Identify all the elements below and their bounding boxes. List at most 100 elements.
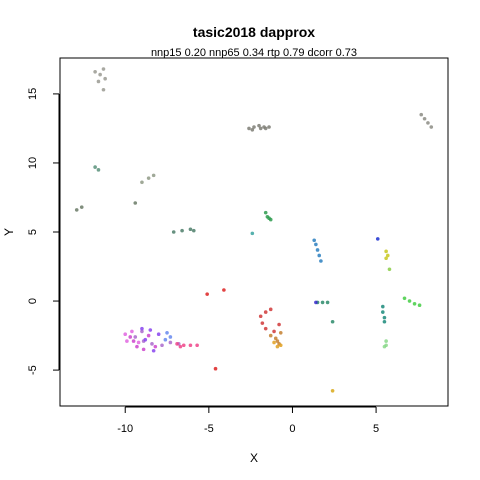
data-point — [382, 315, 387, 320]
data-point — [382, 319, 387, 324]
data-point — [263, 326, 268, 331]
data-point — [385, 253, 390, 258]
data-point — [267, 216, 271, 220]
chart-title: tasic2018 dapprox — [193, 24, 315, 40]
data-point — [98, 72, 102, 77]
data-point — [252, 125, 256, 129]
plot-frame — [59, 57, 449, 407]
data-point — [205, 292, 209, 296]
data-point — [128, 335, 133, 339]
x-tick-label: 5 — [373, 423, 379, 435]
data-point — [268, 307, 273, 312]
data-point — [263, 310, 268, 314]
data-point — [429, 125, 434, 129]
data-point — [250, 231, 255, 236]
data-point — [148, 328, 153, 332]
data-point — [375, 237, 380, 241]
data-point — [146, 333, 151, 338]
data-point — [268, 333, 273, 338]
data-point — [278, 343, 283, 348]
data-point — [314, 242, 318, 247]
data-point — [314, 300, 318, 305]
data-point — [175, 342, 179, 346]
data-point — [143, 337, 148, 342]
y-tick-label: 15 — [27, 88, 39, 100]
data-point — [125, 339, 129, 343]
data-point — [133, 335, 138, 339]
data-point — [191, 228, 196, 233]
data-point — [163, 337, 168, 342]
data-point — [146, 176, 151, 180]
data-point — [178, 344, 183, 349]
x-axis-label: X — [250, 451, 258, 465]
data-point — [312, 238, 317, 243]
data-point — [330, 319, 335, 324]
data-point — [79, 205, 84, 209]
data-point — [181, 343, 186, 348]
data-point — [188, 227, 193, 232]
x-tick-label: -10 — [117, 423, 133, 435]
data-point — [188, 343, 193, 348]
y-tick-label: 0 — [27, 298, 39, 304]
data-point — [387, 267, 392, 272]
data-point — [133, 201, 138, 205]
data-point — [140, 180, 144, 185]
data-point — [275, 339, 280, 343]
data-point — [317, 253, 322, 258]
data-point — [258, 126, 263, 131]
x-tick-label: -5 — [204, 423, 214, 435]
data-point — [407, 299, 412, 303]
chart-subtitle: nnp15 0.20 nnp65 0.34 rtp 0.79 dcorr 0.7… — [151, 47, 357, 59]
data-point — [195, 343, 199, 348]
x-tick-label: 0 — [289, 423, 295, 435]
data-point — [319, 259, 323, 263]
data-points — [74, 67, 434, 393]
data-point — [325, 300, 330, 305]
data-point — [258, 314, 263, 319]
data-point — [168, 335, 173, 339]
data-point — [93, 165, 97, 169]
x-axis: -10 -5 0 5 — [117, 406, 379, 435]
data-point — [260, 321, 265, 325]
data-point — [272, 329, 276, 334]
data-point — [402, 296, 407, 301]
data-point — [171, 230, 176, 234]
data-point — [272, 340, 276, 345]
data-point — [74, 208, 79, 212]
data-point — [123, 332, 128, 336]
data-point — [130, 329, 134, 334]
data-point — [380, 304, 385, 309]
data-point — [417, 303, 422, 307]
data-point — [320, 300, 325, 305]
data-point — [263, 210, 268, 215]
data-point — [213, 366, 218, 371]
data-point — [419, 112, 424, 117]
data-point — [426, 121, 430, 125]
data-point — [275, 344, 280, 349]
data-point — [382, 344, 387, 349]
data-point — [330, 389, 335, 393]
y-axis-label: Y — [2, 228, 16, 236]
y-tick-label: 10 — [27, 157, 39, 169]
data-point — [422, 116, 427, 121]
data-point — [380, 310, 385, 314]
data-point — [150, 342, 154, 346]
data-point — [277, 322, 281, 327]
data-point — [165, 331, 169, 335]
data-point — [151, 173, 156, 178]
data-point — [96, 168, 101, 172]
data-point — [141, 347, 146, 352]
data-point — [140, 329, 144, 334]
data-point — [250, 128, 255, 132]
data-point — [267, 125, 271, 129]
data-point — [278, 331, 283, 335]
data-point — [257, 123, 261, 128]
y-tick-label: -5 — [27, 365, 39, 375]
data-point — [247, 126, 251, 131]
data-point — [101, 87, 106, 92]
data-point — [156, 332, 161, 336]
data-point — [384, 256, 388, 261]
data-point — [93, 70, 97, 74]
data-point — [153, 344, 158, 349]
